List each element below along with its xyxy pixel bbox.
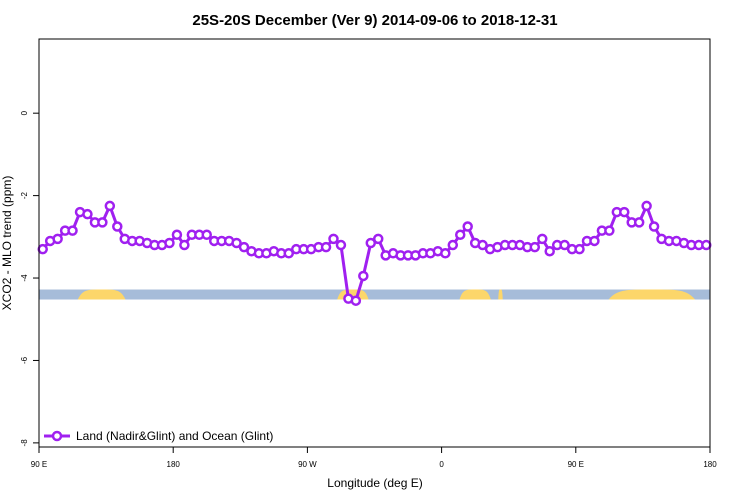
data-point — [574, 243, 585, 255]
series-line — [41, 204, 707, 303]
data-point — [335, 239, 347, 251]
land-band-segment — [459, 289, 491, 300]
data-point — [604, 225, 615, 236]
x-axis-label: Longitude (deg E) — [327, 476, 422, 490]
data-point — [82, 208, 93, 220]
data-point — [477, 239, 488, 251]
data-series — [37, 200, 712, 306]
land-band-segment — [498, 289, 503, 300]
data-point — [641, 200, 652, 212]
plot-frame — [38, 38, 711, 448]
data-point — [328, 233, 339, 245]
data-point — [633, 217, 645, 228]
data-point — [283, 248, 295, 259]
data-point — [201, 229, 212, 241]
land-band-segment — [77, 289, 126, 300]
x-tick-label: 0 — [439, 460, 444, 469]
data-point — [164, 237, 175, 249]
legend-label: Land (Nadir&Glint) and Ocean (Glint) — [76, 429, 273, 443]
data-point — [358, 270, 369, 282]
data-point — [537, 233, 548, 245]
x-tick-label: 90 E — [568, 460, 584, 469]
data-point — [238, 241, 250, 253]
y-axis-label: XCO2 - MLO trend (ppm) — [0, 176, 14, 311]
y-tick-label: -4 — [20, 274, 29, 282]
x-tick-label: 90 W — [298, 460, 317, 469]
data-point — [97, 217, 108, 228]
data-point — [231, 237, 242, 249]
data-point — [179, 239, 190, 251]
data-point — [619, 206, 630, 218]
y-tick-label: 0 — [20, 110, 29, 115]
x-tick-label: 180 — [703, 460, 717, 469]
data-point — [365, 237, 377, 249]
legend-marker — [51, 430, 63, 442]
data-point — [37, 243, 48, 255]
y-tick-label: -6 — [20, 356, 29, 364]
data-point — [529, 241, 541, 253]
data-point — [372, 233, 384, 245]
data-point — [559, 239, 570, 251]
data-point — [544, 245, 555, 257]
data-point — [447, 239, 459, 251]
data-point — [648, 221, 660, 232]
y-axis: 0 -2 -4 -6 -8 — [20, 110, 39, 446]
legend: Land (Nadir&Glint) and Ocean (Glint) — [44, 429, 273, 443]
data-point — [462, 221, 473, 232]
data-point — [171, 229, 183, 241]
data-point — [440, 248, 451, 259]
chart-title: 25S-20S December (Ver 9) 2014-09-06 to 2… — [192, 12, 557, 29]
data-point — [104, 200, 116, 212]
data-point — [350, 295, 362, 306]
x-tick-label: 180 — [167, 460, 181, 469]
data-point — [112, 221, 123, 232]
data-point — [454, 229, 466, 241]
ocean-band — [39, 289, 710, 300]
data-point — [52, 233, 63, 245]
y-tick-label: -2 — [20, 192, 29, 200]
data-point — [701, 239, 712, 251]
x-axis: 90 E 180 90 W 0 90 E 180 — [31, 447, 717, 469]
data-point — [320, 241, 332, 253]
x-tick-label: 90 E — [31, 460, 47, 469]
y-tick-label: -8 — [20, 439, 29, 447]
data-point — [589, 235, 600, 247]
data-point — [67, 225, 78, 236]
land-ocean-band — [39, 289, 710, 300]
land-band-segment — [608, 289, 696, 300]
